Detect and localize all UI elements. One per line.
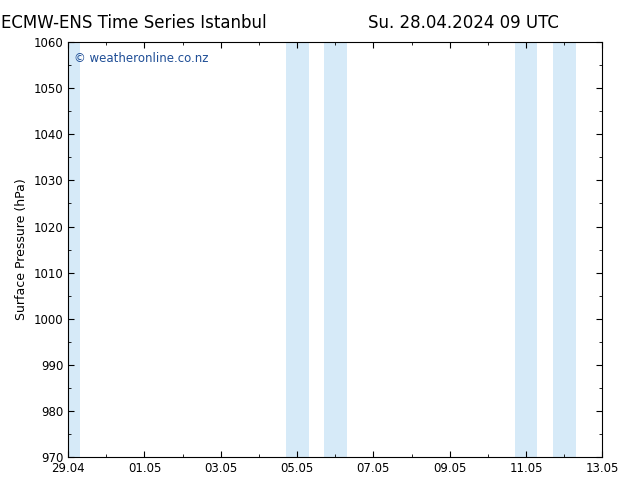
Bar xyxy=(324,42,347,457)
Text: © weatheronline.co.nz: © weatheronline.co.nz xyxy=(74,52,208,66)
Text: ECMW-ENS Time Series Istanbul: ECMW-ENS Time Series Istanbul xyxy=(1,14,266,32)
Bar xyxy=(515,42,538,457)
Bar xyxy=(553,42,576,457)
Text: Su. 28.04.2024 09 UTC: Su. 28.04.2024 09 UTC xyxy=(368,14,559,32)
Bar xyxy=(286,42,309,457)
Bar xyxy=(68,42,80,457)
Y-axis label: Surface Pressure (hPa): Surface Pressure (hPa) xyxy=(15,179,28,320)
